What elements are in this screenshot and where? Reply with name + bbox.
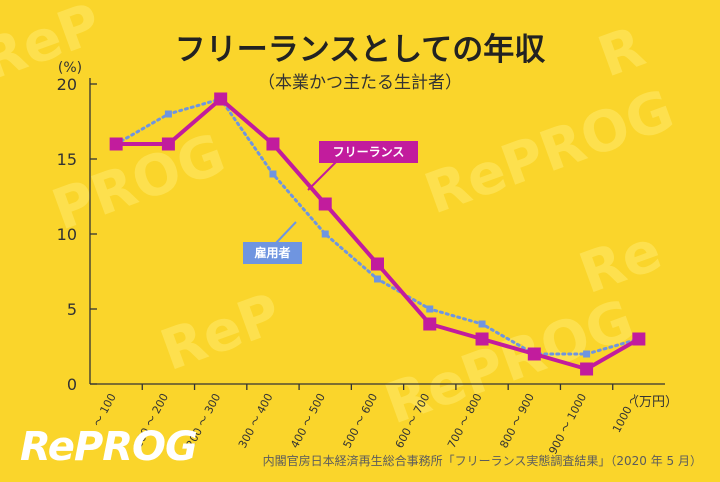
data-point-freelance bbox=[423, 317, 437, 331]
data-point-freelance bbox=[632, 332, 646, 346]
chart-title: フリーランスとしての年収 bbox=[174, 32, 546, 68]
data-point-employee bbox=[164, 110, 172, 118]
series-line-freelance bbox=[116, 97, 640, 371]
source-note: 内閣官房日本経済再生総合事務所「フリーランス実態調査結果」（2020 年 5 月… bbox=[262, 454, 702, 468]
x-tick-label: 300 ～ 400 bbox=[236, 391, 276, 450]
x-tick-label: 800 ～ 900 bbox=[497, 391, 537, 450]
leader-line-freelance bbox=[307, 161, 337, 191]
data-point-freelance bbox=[580, 362, 594, 376]
data-point-employee bbox=[478, 320, 486, 328]
x-tick-label: 500 ～ 600 bbox=[341, 391, 381, 450]
data-point-freelance bbox=[371, 257, 384, 271]
series-label-employee: 雇用者 bbox=[243, 242, 302, 264]
x-axis-label: （万円） bbox=[626, 395, 678, 410]
y-tick-label: 15 bbox=[57, 150, 77, 169]
leader-line-employee bbox=[275, 221, 297, 244]
data-point-employee bbox=[374, 275, 381, 283]
x-tick-label: 900 ～ 1000 bbox=[546, 391, 589, 456]
data-point-freelance bbox=[527, 347, 541, 361]
x-tick-label: 400 ～ 500 bbox=[288, 391, 328, 450]
data-point-freelance bbox=[214, 92, 228, 106]
data-point-freelance bbox=[318, 197, 332, 211]
y-tick-label: 5 bbox=[67, 300, 77, 319]
series-line-employee bbox=[114, 97, 641, 356]
reprog-logo: RePROG bbox=[20, 424, 198, 470]
data-point-employee bbox=[321, 230, 329, 238]
data-point-freelance bbox=[475, 332, 489, 346]
y-tick-label: 0 bbox=[67, 375, 77, 394]
y-tick-label: 20 bbox=[57, 75, 77, 94]
data-point-freelance bbox=[161, 137, 175, 151]
data-point-freelance bbox=[109, 137, 123, 151]
data-point-freelance bbox=[266, 137, 280, 151]
x-tick-label: 700 ～ 800 bbox=[445, 391, 485, 450]
data-point-employee bbox=[269, 170, 277, 178]
y-tick-label: 10 bbox=[57, 225, 77, 244]
y-axis-label: (%) bbox=[58, 60, 82, 76]
series-label-freelance: フリーランス bbox=[319, 141, 418, 163]
chart-subtitle: （本業かつ主たる生計者） bbox=[258, 73, 462, 93]
x-tick-label: 600 ～ 700 bbox=[393, 391, 433, 450]
data-point-employee bbox=[426, 305, 434, 313]
data-point-employee bbox=[583, 350, 591, 358]
